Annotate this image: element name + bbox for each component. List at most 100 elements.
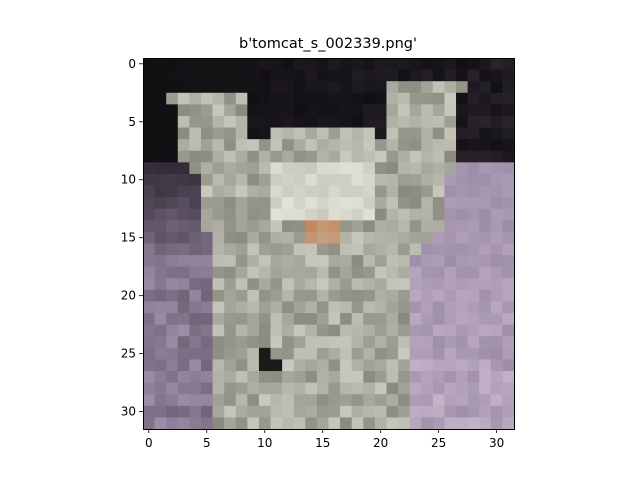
image-pixel	[329, 278, 341, 290]
image-pixel	[166, 174, 178, 186]
image-pixel	[317, 81, 329, 93]
image-pixel	[305, 359, 317, 371]
image-pixel	[363, 267, 375, 279]
image-pixel	[433, 70, 445, 82]
image-pixel	[213, 278, 225, 290]
image-pixel	[236, 336, 248, 348]
image-pixel	[456, 313, 468, 325]
image-pixel	[468, 313, 480, 325]
image-pixel	[375, 81, 387, 93]
image-pixel	[143, 104, 155, 116]
image-pixel	[410, 104, 422, 116]
image-pixel	[433, 174, 445, 186]
image-pixel	[294, 104, 306, 116]
image-pixel	[502, 209, 514, 221]
image-pixel	[479, 278, 491, 290]
image-pixel	[502, 139, 514, 151]
image-pixel	[479, 93, 491, 105]
image-pixel	[456, 325, 468, 337]
image-pixel	[224, 301, 236, 313]
image-pixel	[410, 348, 422, 360]
image-pixel	[213, 116, 225, 128]
image-pixel	[398, 244, 410, 256]
image-pixel	[456, 197, 468, 209]
image-pixel	[305, 186, 317, 198]
image-pixel	[213, 220, 225, 232]
image-pixel	[433, 313, 445, 325]
image-pixel	[329, 348, 341, 360]
image-pixel	[294, 197, 306, 209]
image-pixel	[189, 162, 201, 174]
image-pixel	[201, 186, 213, 198]
image-pixel	[294, 348, 306, 360]
image-pixel	[352, 255, 364, 267]
x-tick-label: 30	[489, 436, 504, 450]
image-pixel	[201, 174, 213, 186]
image-pixel	[189, 383, 201, 395]
image-pixel	[502, 267, 514, 279]
image-pixel	[143, 209, 155, 221]
image-pixel	[282, 186, 294, 198]
image-pixel	[479, 232, 491, 244]
image-pixel	[236, 70, 248, 82]
image-pixel	[178, 93, 190, 105]
image-pixel	[294, 128, 306, 140]
image-pixel	[329, 336, 341, 348]
image-pixel	[491, 186, 503, 198]
image-pixel	[224, 186, 236, 198]
image-pixel	[363, 232, 375, 244]
image-pixel	[433, 81, 445, 93]
image-pixel	[213, 359, 225, 371]
image-pixel	[375, 313, 387, 325]
image-pixel	[410, 232, 422, 244]
image-pixel	[352, 81, 364, 93]
image-pixel	[340, 383, 352, 395]
image-pixel	[352, 139, 364, 151]
image-pixel	[398, 116, 410, 128]
image-pixel	[143, 348, 155, 360]
image-pixel	[213, 162, 225, 174]
x-axis: 0 5 10 15 20 25 30	[145, 429, 504, 450]
image-pixel	[421, 406, 433, 418]
image-pixel	[155, 220, 167, 232]
image-pixel	[456, 290, 468, 302]
image-pixel	[236, 220, 248, 232]
image-pixel	[456, 139, 468, 151]
image-pixel	[143, 394, 155, 406]
image-pixel	[201, 359, 213, 371]
image-pixel	[479, 394, 491, 406]
image-pixel	[317, 116, 329, 128]
image-pixel	[178, 394, 190, 406]
image-pixel	[468, 116, 480, 128]
image-pixel	[329, 209, 341, 221]
image-pixel	[363, 359, 375, 371]
image-pixel	[247, 139, 259, 151]
image-pixel	[398, 336, 410, 348]
image-pixel	[340, 406, 352, 418]
image-pixel	[386, 162, 398, 174]
image-pixel	[398, 128, 410, 140]
image-pixel	[386, 255, 398, 267]
image-pixel	[456, 301, 468, 313]
image-pixel	[329, 359, 341, 371]
image-pixel	[468, 348, 480, 360]
image-pixel	[201, 232, 213, 244]
image-pixel	[468, 81, 480, 93]
image-pixel	[189, 371, 201, 383]
image-pixel	[166, 70, 178, 82]
image-pixel	[375, 348, 387, 360]
image-pixel	[305, 116, 317, 128]
image-pixel	[259, 81, 271, 93]
image-pixel	[421, 325, 433, 337]
image-pixel	[421, 267, 433, 279]
image-pixel	[479, 267, 491, 279]
image-pixel	[386, 394, 398, 406]
image-pixel	[375, 104, 387, 116]
image-pixel	[375, 417, 387, 429]
image-pixel	[398, 162, 410, 174]
image-pixel	[247, 383, 259, 395]
image-pixel	[213, 186, 225, 198]
image-pixel	[433, 104, 445, 116]
image-pixel	[189, 255, 201, 267]
